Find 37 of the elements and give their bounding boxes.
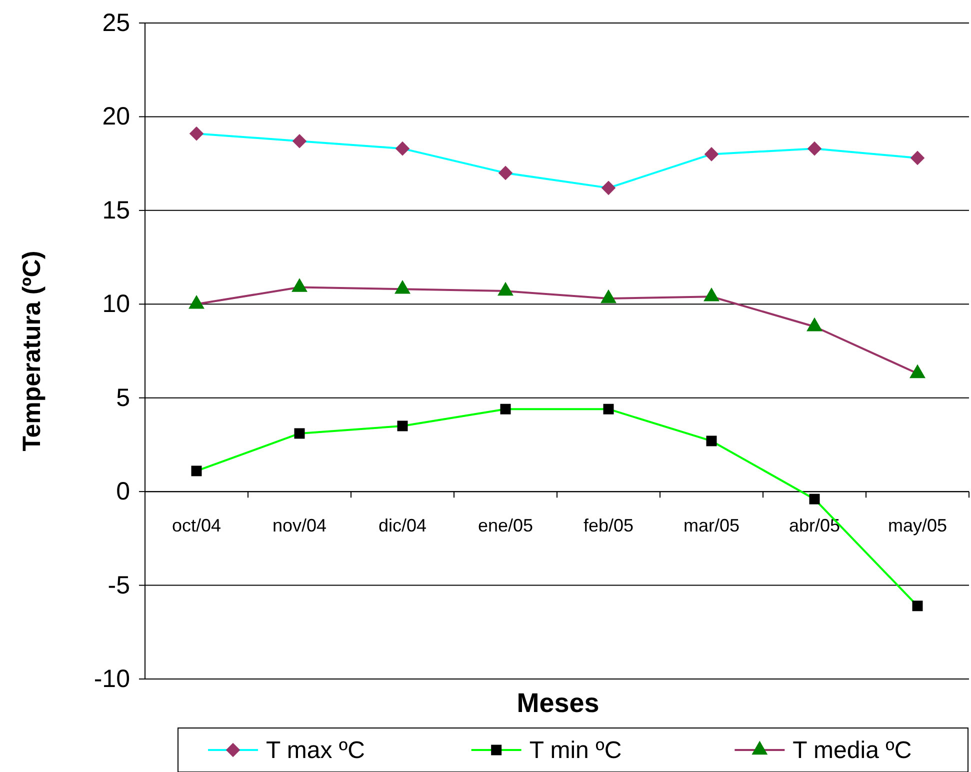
y-tick-label: 5 xyxy=(116,384,130,412)
point xyxy=(601,180,616,196)
x-tick-label: feb/05 xyxy=(583,516,634,536)
y-tick-label: 20 xyxy=(102,102,130,131)
point xyxy=(294,428,305,439)
x-tick-label: oct/04 xyxy=(172,516,222,536)
point xyxy=(395,141,410,156)
point xyxy=(191,466,202,476)
y-tick-label: 25 xyxy=(102,9,130,37)
y-axis-title: Temperatura (ºC) xyxy=(18,250,46,452)
y-tick-label: 10 xyxy=(102,290,130,318)
legend-label: T max ºC xyxy=(266,737,365,764)
point xyxy=(500,404,511,414)
y-tick-label: -5 xyxy=(108,571,130,600)
y-tick-label: 0 xyxy=(116,478,130,506)
point xyxy=(397,420,408,432)
legend-label: T media ºC xyxy=(792,737,912,764)
point xyxy=(292,134,307,148)
x-tick-label: ene/05 xyxy=(478,516,534,536)
x-axis-title: Meses xyxy=(516,688,600,718)
point xyxy=(807,141,822,156)
point xyxy=(706,436,717,446)
legend-label: T min ºC xyxy=(529,737,622,764)
point xyxy=(603,404,614,414)
point xyxy=(912,600,923,612)
point xyxy=(704,147,719,162)
x-tick-label: may/05 xyxy=(888,516,948,536)
x-tick-label: mar/05 xyxy=(683,516,740,536)
y-tick-label: 15 xyxy=(102,196,130,224)
x-tick-label: nov/04 xyxy=(272,516,327,536)
point xyxy=(910,150,925,166)
x-tick-label: dic/04 xyxy=(378,516,427,536)
x-tick-label: abr/05 xyxy=(788,516,840,536)
y-tick-label: -10 xyxy=(94,665,130,693)
point xyxy=(809,494,820,504)
point xyxy=(498,166,513,180)
point xyxy=(189,126,204,141)
